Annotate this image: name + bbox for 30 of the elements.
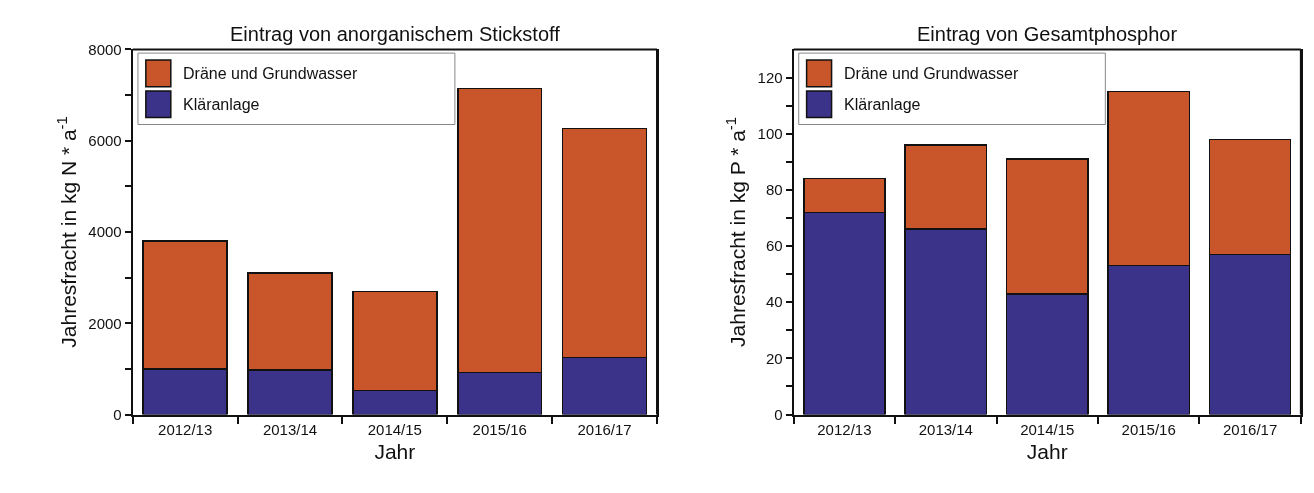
y-tick-label: 0 (774, 405, 783, 423)
x-tick-label: 2012/13 (817, 420, 872, 438)
x-tick-label: 2013/14 (262, 420, 318, 438)
y-tick-label: 100 (757, 124, 783, 142)
chart-title: Eintrag von Gesamtphosphor (917, 23, 1178, 45)
legend-label: Dräne und Grundwasser (844, 65, 1019, 82)
chart-title: Eintrag von anorganischem Stickstoff (230, 23, 561, 45)
x-tick-label: 2012/13 (158, 420, 213, 438)
x-tick-label: 2016/17 (577, 420, 632, 438)
y-tick-label: 80 (765, 181, 783, 199)
y-tick-label: 60 (765, 237, 783, 255)
y-tick-label: 2000 (88, 314, 122, 332)
x-axis-title: Jahr (1026, 440, 1068, 464)
legend-label: Kläranlage (183, 96, 260, 113)
y-tick-label: 20 (765, 349, 783, 367)
x-tick-label: 2014/15 (1020, 420, 1075, 438)
x-tick-label: 2016/17 (1223, 420, 1278, 438)
x-tick-label: 2014/15 (367, 420, 422, 438)
x-tick-label: 2013/14 (918, 420, 973, 438)
y-tick-label: 0 (113, 405, 122, 423)
x-tick-label: 2015/16 (1121, 420, 1176, 438)
y-tick-label: 120 (757, 68, 783, 86)
y-tick-label: 8000 (88, 40, 122, 58)
x-tick-label: 2015/16 (472, 420, 527, 438)
x-axis-title: Jahr (374, 440, 416, 464)
legend-label: Dräne und Grundwasser (183, 65, 358, 82)
y-tick-label: 4000 (88, 223, 122, 241)
y-tick-label: 6000 (88, 131, 122, 149)
y-tick-label: 40 (765, 293, 783, 311)
legend-label: Kläranlage (844, 96, 921, 113)
